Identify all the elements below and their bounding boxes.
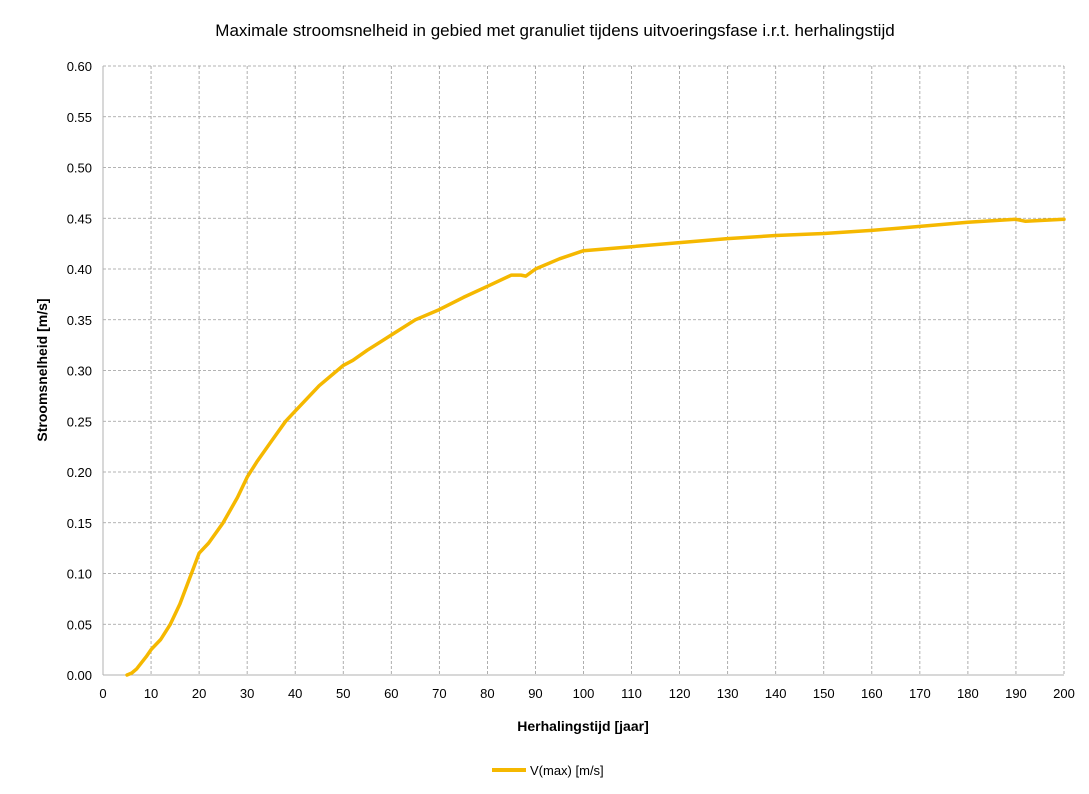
y-tick-label: 0.30 <box>67 364 92 379</box>
x-tick-label: 190 <box>1005 686 1027 701</box>
y-tick-label: 0.45 <box>67 211 92 226</box>
y-tick-label: 0.35 <box>67 313 92 328</box>
y-tick-label: 0.60 <box>67 59 92 74</box>
x-tick-label: 20 <box>192 686 206 701</box>
x-tick-label: 50 <box>336 686 350 701</box>
x-tick-label: 160 <box>861 686 883 701</box>
x-tick-label: 200 <box>1053 686 1075 701</box>
y-axis-ticks: 0.00 0.05 0.10 0.15 0.20 0.25 0.30 0.35 0.40 0.45… <box>67 59 92 683</box>
x-tick-label: 150 <box>813 686 835 701</box>
legend-label: V(max) [m/s] <box>530 763 604 778</box>
x-tick-label: 120 <box>669 686 691 701</box>
x-tick-label: 170 <box>909 686 931 701</box>
x-tick-label: 140 <box>765 686 787 701</box>
x-tick-label: 10 <box>144 686 158 701</box>
y-tick-label: 0.55 <box>67 110 92 125</box>
y-tick-label: 0.15 <box>67 516 92 531</box>
x-tick-label: 70 <box>432 686 446 701</box>
x-tick-label: 40 <box>288 686 302 701</box>
x-tick-label: 110 <box>621 686 642 701</box>
x-tick-label: 30 <box>240 686 254 701</box>
y-tick-label: 0.25 <box>67 414 92 429</box>
axis-lines <box>102 66 1064 676</box>
x-tick-label: 90 <box>528 686 542 701</box>
y-tick-label: 0.05 <box>67 617 92 632</box>
y-tick-label: 0.40 <box>67 262 92 277</box>
chart-title: Maximale stroomsnelheid in gebied met gr… <box>215 21 894 40</box>
grid-lines <box>103 65 1065 675</box>
x-tick-label: 80 <box>480 686 494 701</box>
y-tick-label: 0.20 <box>67 465 92 480</box>
series-line-vmax <box>125 217 1066 677</box>
y-axis-title: Stroomsnelheid [m/s] <box>34 298 50 441</box>
x-tick-label: 100 <box>573 686 595 701</box>
y-tick-label: 0.00 <box>67 668 92 683</box>
series-lines <box>125 217 1066 677</box>
x-tick-label: 180 <box>957 686 979 701</box>
y-tick-label: 0.10 <box>67 567 92 582</box>
x-tick-label: 130 <box>717 686 739 701</box>
x-axis-ticks: 0 10 20 30 40 50 60 70 80 90 100 110 120 130 140 150 160… <box>99 686 1074 701</box>
legend: V(max) [m/s] <box>492 763 604 778</box>
x-axis-title: Herhalingstijd [jaar] <box>517 718 648 734</box>
y-tick-label: 0.50 <box>67 161 92 176</box>
x-tick-label: 60 <box>384 686 398 701</box>
x-tick-label: 0 <box>99 686 106 701</box>
